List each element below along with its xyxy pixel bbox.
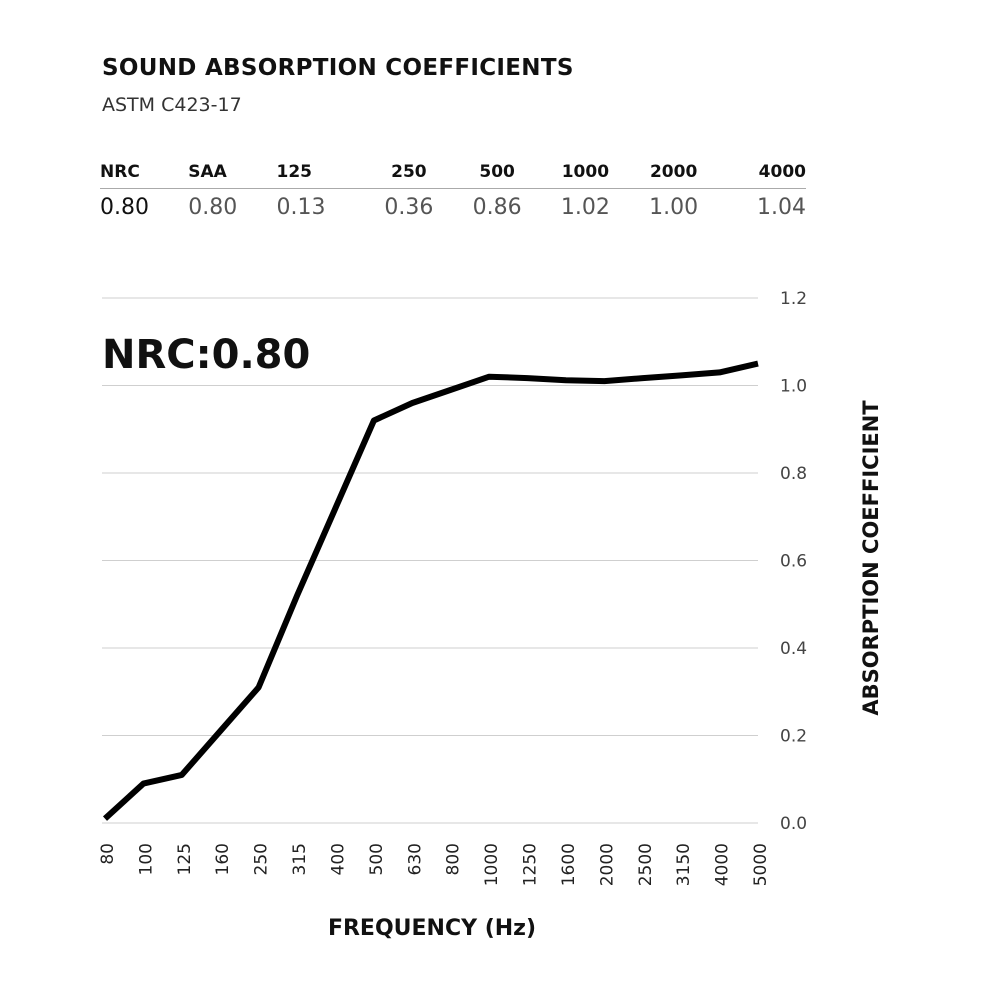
x-tick-label: 315 <box>290 843 310 875</box>
summary-header-250: 250 <box>364 160 453 189</box>
summary-header-1000: 1000 <box>541 160 630 189</box>
summary-value-250: 0.36 <box>384 195 434 220</box>
summary-table: NRC SAA 125 250 500 1000 2000 4000 0.80 … <box>100 160 806 220</box>
x-tick-label: 1000 <box>482 843 502 886</box>
summary-header-row: NRC SAA 125 250 500 1000 2000 4000 <box>100 160 806 189</box>
series-lines <box>102 360 759 821</box>
y-tick-label: 0.0 <box>780 814 807 834</box>
x-tick-label: 160 <box>213 843 233 875</box>
x-axis-title: FREQUENCY (Hz) <box>328 916 536 941</box>
summary-value-row: 0.80 0.80 0.13 0.36 0.86 1.02 1.00 1.04 <box>100 189 806 220</box>
y-tick-label: 0.4 <box>780 639 807 659</box>
chart-subtitle: ASTM C423-17 <box>102 94 242 116</box>
summary-value-saa: 0.80 <box>188 195 238 220</box>
summary-header-2000: 2000 <box>629 160 718 189</box>
x-tick-label: 400 <box>328 843 348 875</box>
summary-value-4000: 1.04 <box>757 195 806 220</box>
summary-value-2000: 1.00 <box>649 195 699 220</box>
x-tick-label: 125 <box>175 843 195 875</box>
y-tick-label: 1.0 <box>780 377 807 397</box>
x-tick-labels: 80 100 125 160 250 315 400 500 630 800 1000 1250 160… <box>98 843 771 886</box>
y-tick-label: 0.8 <box>780 464 807 484</box>
chart-title: SOUND ABSORPTION COEFFICIENTS <box>102 55 574 81</box>
summary-value-1000: 1.02 <box>560 195 610 220</box>
x-tick-label: 1600 <box>559 843 579 886</box>
x-tick-label: 3150 <box>674 843 694 886</box>
x-tick-label: 250 <box>252 843 272 875</box>
y-tick-labels: 0.0 0.2 0.4 0.6 0.8 1.0 1.2 <box>780 289 807 834</box>
summary-header-nrc: NRC <box>100 160 189 189</box>
absorption-series-line <box>102 360 759 821</box>
y-tick-label: 1.2 <box>780 289 807 309</box>
nrc-annotation: NRC:0.80 <box>102 332 310 378</box>
x-tick-label: 1250 <box>521 843 541 886</box>
x-tick-label: 2500 <box>636 843 656 886</box>
x-tick-label: 800 <box>444 843 464 875</box>
summary-value-nrc: 0.80 <box>100 195 149 220</box>
x-tick-label: 100 <box>136 843 156 875</box>
summary-value-500: 0.86 <box>472 195 522 220</box>
x-tick-label: 80 <box>98 843 118 865</box>
y-tick-label: 0.6 <box>780 552 807 572</box>
gridlines <box>102 297 758 824</box>
x-tick-label: 500 <box>367 843 387 875</box>
summary-header-125: 125 <box>276 160 365 189</box>
summary-value-125: 0.13 <box>276 195 326 220</box>
x-tick-label: 4000 <box>713 843 733 886</box>
y-tick-label: 0.2 <box>780 727 807 747</box>
summary-header-saa: SAA <box>188 160 277 189</box>
x-tick-label: 630 <box>405 843 425 875</box>
x-tick-label: 5000 <box>751 843 771 886</box>
y-axis-title: ABSORPTION COEFFICIENT <box>859 400 883 716</box>
summary-header-500: 500 <box>453 160 542 189</box>
summary-header-4000: 4000 <box>717 160 806 189</box>
x-tick-label: 2000 <box>597 843 617 886</box>
